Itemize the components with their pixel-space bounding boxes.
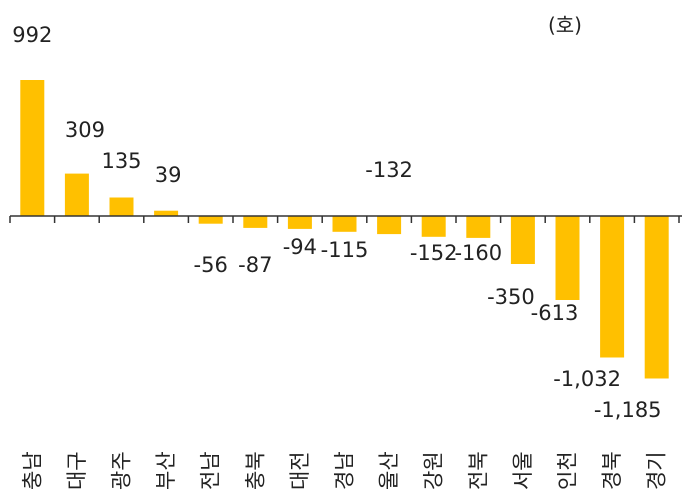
category-label: 전남	[199, 451, 223, 490]
value-label: -94	[283, 235, 317, 259]
category-label: 대구	[65, 451, 89, 490]
bar-울산	[377, 216, 402, 235]
unit-label: (호)	[548, 13, 582, 37]
category-labels-layer: 충남 대구 광주 부산 전남 충북 대전 경남 울산 강원 전북 서울 인천 경북 경기	[20, 451, 668, 490]
value-label: -613	[531, 301, 579, 325]
value-labels-layer: 992 309 135 39 -56 -87 -94 -115 -132 -152-160 -350…	[12, 23, 661, 422]
category-label: 부산	[154, 451, 178, 490]
category-label: 충남	[20, 451, 44, 490]
category-label: 전북	[466, 451, 490, 490]
category-label: 서울	[511, 451, 535, 490]
value-label: -56	[194, 253, 228, 277]
bar-충북	[243, 216, 268, 228]
value-label: -87	[238, 253, 272, 277]
category-label: 인천	[556, 451, 580, 490]
bar-대구	[64, 173, 89, 216]
axis-ticks-layer	[9, 216, 680, 223]
value-label: 39	[155, 163, 182, 187]
category-label: 경남	[333, 451, 357, 490]
category-label: 광주	[110, 451, 134, 490]
bars-layer	[20, 80, 669, 379]
value-label: 135	[101, 149, 141, 173]
category-label: 충북	[243, 451, 267, 490]
bar-서울	[510, 216, 535, 264]
bar-경북	[600, 216, 625, 358]
category-label: 강원	[422, 451, 446, 490]
value-label: -152	[410, 241, 458, 265]
value-label: -160	[454, 241, 502, 265]
bar-대전	[287, 216, 312, 229]
bar-경기	[644, 216, 669, 379]
value-label: -115	[321, 238, 369, 262]
bar-경남	[332, 216, 357, 232]
bar-전북	[466, 216, 491, 238]
bar-인천	[555, 216, 580, 300]
value-label: 309	[65, 118, 105, 142]
category-label: 대전	[288, 451, 312, 490]
value-label: -1,032	[553, 367, 621, 391]
bar-전남	[198, 216, 223, 224]
value-label: -350	[487, 285, 535, 309]
category-label: 울산	[377, 451, 401, 490]
value-label: -1,185	[594, 398, 662, 422]
bar-강원	[421, 216, 446, 237]
category-label: 경기	[645, 451, 669, 490]
value-label: -132	[365, 158, 413, 182]
category-label: 경북	[600, 451, 624, 490]
bar-충남	[20, 80, 45, 216]
value-label: 992	[12, 23, 52, 47]
bar-부산	[154, 210, 179, 216]
bar-광주	[109, 197, 134, 216]
